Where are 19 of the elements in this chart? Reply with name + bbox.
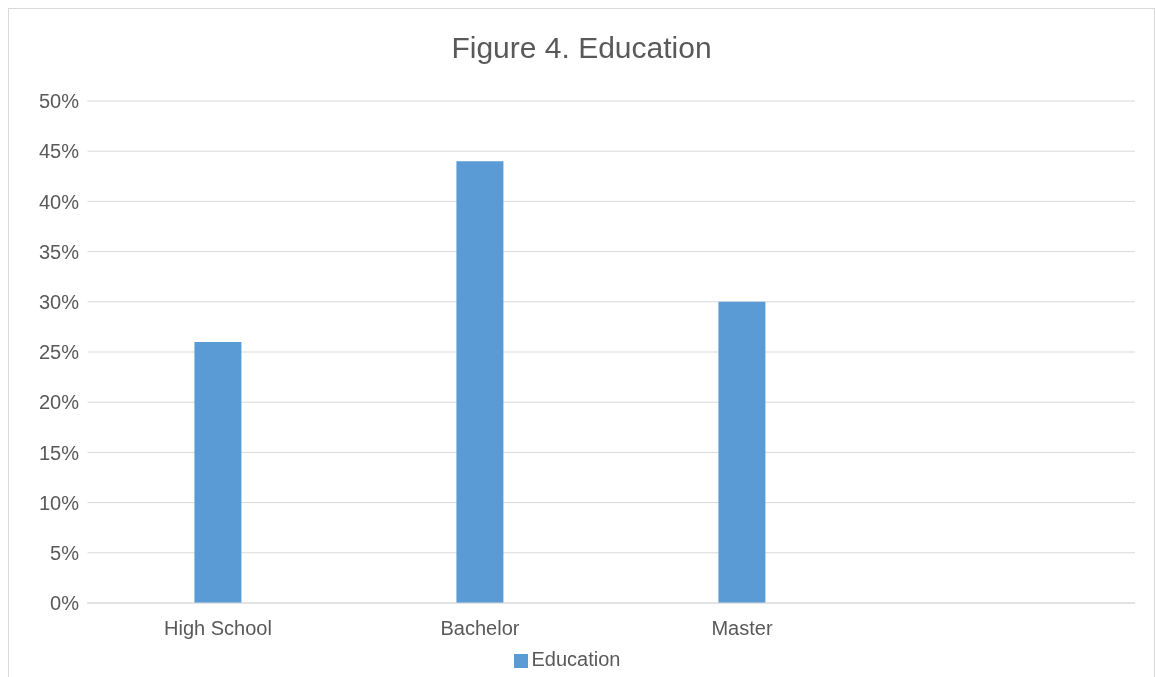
y-tick-label: 45% — [38, 140, 80, 163]
y-tick-label: 30% — [38, 290, 80, 313]
y-tick-label: 40% — [38, 190, 80, 213]
y-tick-label: 5% — [50, 541, 80, 564]
y-tick-label: 50% — [38, 90, 80, 113]
y-tick-label: 20% — [38, 391, 80, 414]
chart-title: Figure 4. Education — [450, 30, 713, 66]
y-tick-label: 0% — [50, 592, 80, 615]
bar — [718, 301, 766, 603]
x-tick-label: Master — [711, 617, 773, 640]
y-tick-label: 10% — [38, 491, 80, 514]
x-tick-label: High School — [164, 617, 272, 640]
y-tick-label: 25% — [38, 341, 80, 364]
bar — [194, 341, 242, 603]
y-tick-label: 15% — [38, 441, 80, 464]
bar — [456, 161, 504, 603]
x-tick-label: Bachelor — [440, 617, 520, 640]
y-tick-label: 35% — [38, 240, 80, 263]
legend-label: Education — [531, 648, 621, 670]
